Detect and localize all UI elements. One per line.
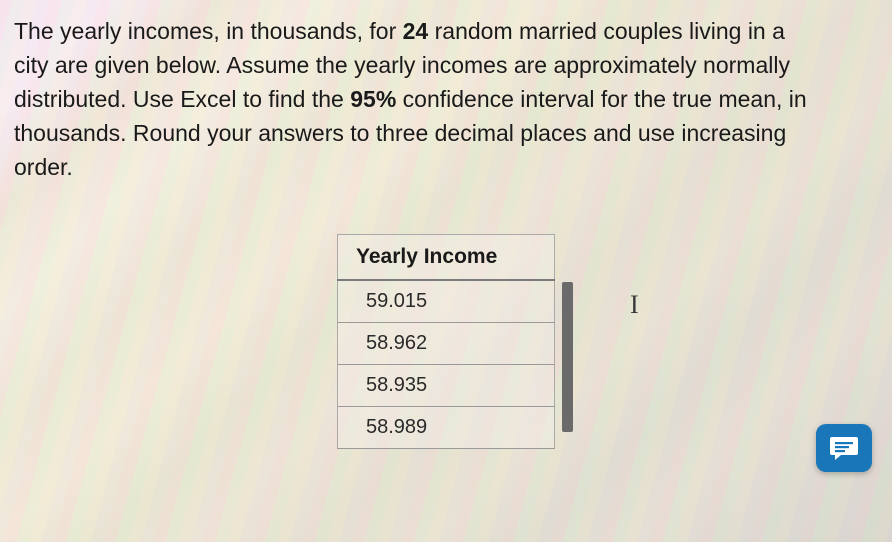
table-cell: 58.935: [338, 365, 555, 407]
q-line2: city are given below. Assume the yearly …: [14, 52, 790, 78]
table-cell: 58.989: [338, 407, 555, 449]
yearly-income-table: Yearly Income 59.015 58.962 58.935 58.98…: [337, 234, 555, 449]
data-table-container: Yearly Income 59.015 58.962 58.935 58.98…: [337, 234, 555, 449]
q-bold-95: 95%: [350, 86, 396, 112]
table-row: 59.015: [338, 280, 555, 323]
q-line5: order.: [14, 154, 73, 180]
table-scrollbar[interactable]: [562, 282, 573, 432]
table-cell: 59.015: [338, 280, 555, 323]
table-row: 58.989: [338, 407, 555, 449]
table-row: 58.935: [338, 365, 555, 407]
q-line4: thousands. Round your answers to three d…: [14, 120, 786, 146]
q-line3-post: confidence interval for the true mean, i…: [396, 86, 806, 112]
table-row: 58.962: [338, 323, 555, 365]
q-line1-pre: The yearly incomes, in thousands, for: [14, 18, 403, 44]
question-text: The yearly incomes, in thousands, for 24…: [0, 0, 892, 184]
table-cell: 58.962: [338, 323, 555, 365]
q-bold-24: 24: [403, 18, 429, 44]
table-header: Yearly Income: [338, 235, 555, 281]
text-cursor-icon: I: [630, 290, 639, 320]
q-line3-pre: distributed. Use Excel to find the: [14, 86, 350, 112]
chat-icon: [829, 435, 859, 461]
chat-button[interactable]: [816, 424, 872, 472]
q-line1-post: random married couples living in a: [428, 18, 785, 44]
